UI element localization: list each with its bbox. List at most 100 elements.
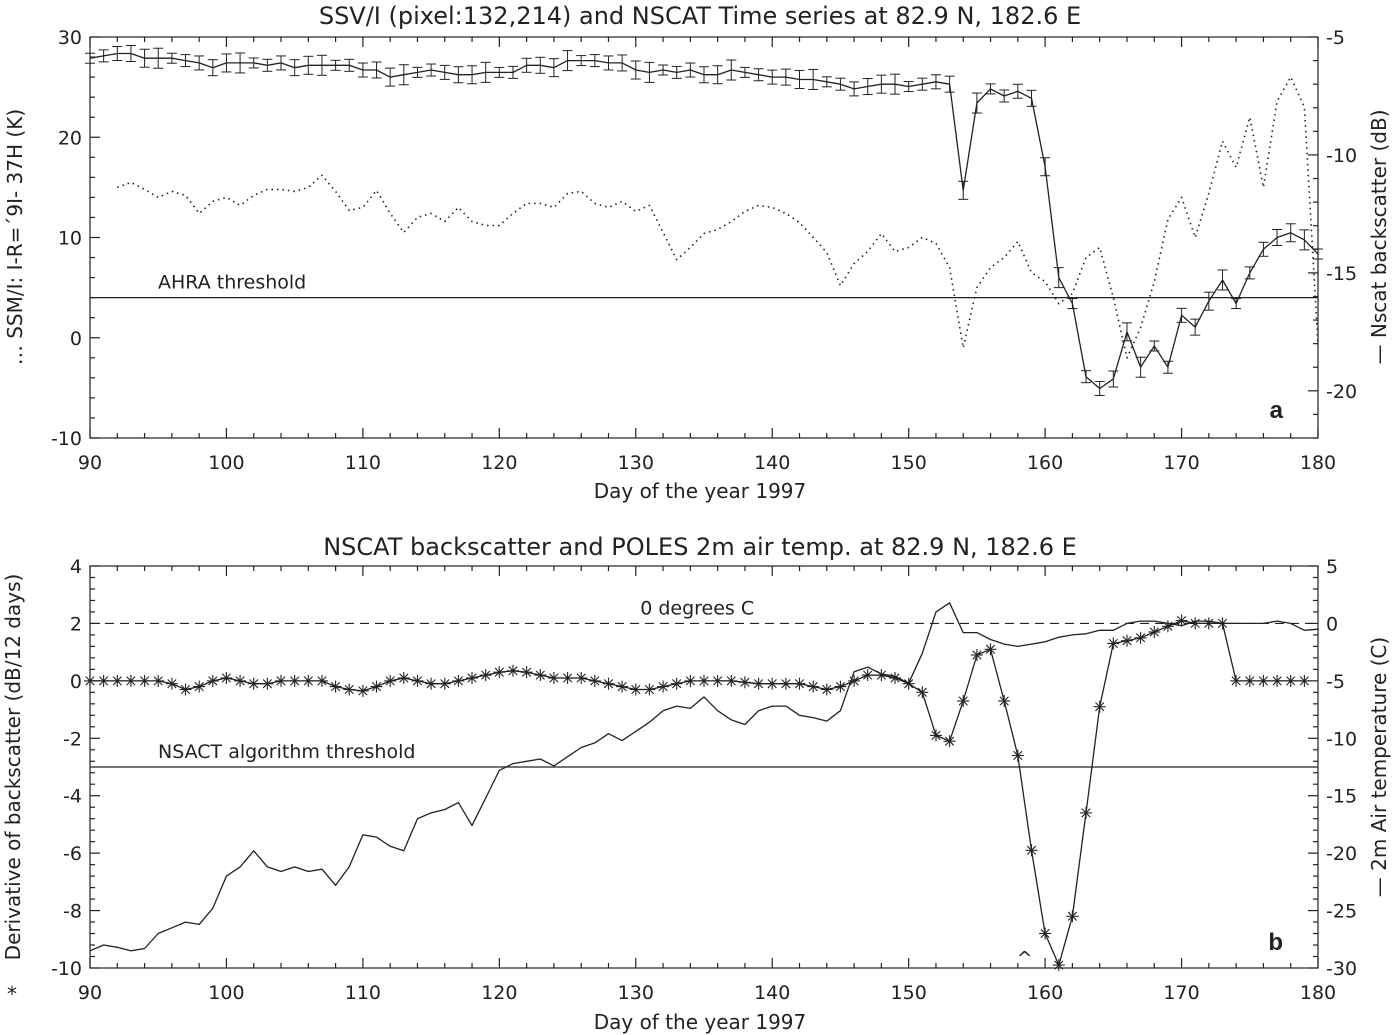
star-stroke: [972, 650, 982, 660]
star-stroke: [371, 681, 382, 692]
star-marker: [970, 649, 983, 661]
x-tick-label: 120: [481, 452, 517, 474]
star-stroke: [126, 676, 136, 686]
y-left-tick-label: -10: [51, 428, 82, 450]
panel-a-title: SSV/I (pixel:132,214) and NSCAT Time ser…: [319, 2, 1081, 30]
x-tick-label: 170: [1163, 982, 1199, 1004]
y-right-tick-label: -10: [1326, 728, 1357, 750]
star-marker: [425, 677, 438, 690]
star-stroke: [631, 684, 641, 695]
star-stroke: [1272, 676, 1282, 686]
star-marker: [111, 674, 124, 687]
star-marker: [670, 677, 683, 690]
star-stroke: [767, 679, 777, 689]
star-marker: [820, 683, 833, 696]
star-stroke: [453, 676, 464, 686]
star-marker: [1271, 674, 1284, 687]
star-marker: [766, 677, 779, 690]
y-right-tick-label: -30: [1326, 958, 1357, 980]
y-right-tick-label: -5: [1326, 671, 1345, 693]
star-stroke: [617, 681, 627, 692]
y-left-tick-label: 2: [70, 613, 82, 635]
panel-a: SSV/I (pixel:132,214) and NSCAT Time ser…: [3, 2, 1391, 503]
star-marker: [493, 666, 506, 679]
x-tick-label: 180: [1300, 982, 1336, 1004]
star-marker: [1052, 959, 1065, 972]
star-stroke: [1231, 676, 1241, 686]
x-tick-label: 120: [481, 982, 517, 1004]
panel-a-threshold-label: AHRA threshold: [158, 272, 306, 294]
star-stroke: [358, 686, 368, 696]
star-stroke: [672, 679, 682, 689]
star-marker: [725, 674, 738, 687]
y-right-tick-label: -5: [1326, 27, 1345, 49]
y-right-tick-label: -20: [1326, 381, 1357, 403]
x-tick-label: 180: [1300, 452, 1336, 474]
y-right-tick-label: -20: [1326, 843, 1357, 865]
x-tick-label: 110: [345, 452, 381, 474]
panel-b-marker-annotation: ^: [1017, 948, 1033, 970]
panel-b-ticks: 90 100 110 120 130 140 150 160 170 180 -10 -8 -6 -4 -2…: [51, 556, 1357, 1004]
star-stroke: [1176, 615, 1187, 626]
panel-b-plot-area: [84, 565, 1319, 972]
star-marker: [466, 672, 478, 684]
star-marker: [930, 729, 942, 742]
star-marker: [220, 672, 233, 684]
star-marker: [1284, 674, 1297, 687]
star-stroke: [208, 676, 218, 686]
star-stroke: [944, 736, 955, 746]
star-stroke: [1299, 676, 1310, 686]
star-stroke: [180, 684, 191, 695]
star-stroke: [985, 644, 996, 654]
panel-b-threshold-label: NSACT algorithm threshold: [158, 741, 415, 763]
star-stroke: [1081, 808, 1091, 818]
star-marker: [547, 672, 560, 684]
star-marker: [779, 677, 792, 690]
star-marker: [397, 672, 410, 684]
star-marker: [916, 686, 929, 699]
star-stroke: [999, 696, 1009, 706]
y-left-tick-label: 30: [58, 27, 82, 49]
star-marker: [261, 677, 274, 690]
panel-a-letter: a: [1270, 397, 1284, 424]
y-left-tick-label: -2: [63, 728, 82, 750]
star-stroke: [644, 684, 655, 695]
x-tick-label: 130: [618, 982, 654, 1004]
star-marker: [984, 643, 997, 656]
star-stroke: [822, 684, 832, 695]
star-stroke: [1245, 676, 1255, 686]
star-marker: [356, 684, 369, 697]
panel-b-title: NSCAT backscatter and POLES 2m air temp.…: [323, 533, 1077, 561]
y-right-tick-label: -15: [1326, 786, 1357, 808]
star-marker: [957, 695, 970, 707]
panel-b-reference-label: 0 degrees C: [640, 597, 754, 619]
star-marker: [288, 674, 301, 687]
star-stroke: [699, 676, 709, 686]
star-marker: [1121, 634, 1133, 647]
y-left-tick-label: 20: [58, 127, 82, 149]
star-marker: [943, 735, 956, 748]
star-stroke: [153, 676, 163, 686]
star-marker: [1093, 700, 1106, 713]
x-tick-label: 170: [1163, 452, 1199, 474]
star-marker: [1148, 626, 1161, 638]
star-marker: [752, 677, 765, 690]
panel-a-xlabel: Day of the year 1997: [594, 479, 807, 503]
star-marker: [138, 674, 151, 687]
star-marker: [520, 666, 533, 679]
y-right-tick-label: 0: [1326, 613, 1338, 635]
series-line-0: [89, 52, 1319, 390]
panel-b-left-axis-marker: *: [7, 982, 17, 1006]
star-marker: [1025, 844, 1038, 857]
star-stroke: [1013, 750, 1023, 761]
x-tick-label: 110: [345, 982, 381, 1004]
star-stroke: [562, 673, 573, 683]
star-stroke: [112, 676, 122, 686]
star-stroke: [508, 666, 518, 676]
star-marker: [588, 674, 601, 687]
star-marker: [193, 680, 206, 693]
star-marker: [561, 672, 574, 684]
star-stroke: [1026, 845, 1037, 855]
star-stroke: [535, 670, 545, 680]
star-stroke: [1135, 633, 1146, 643]
